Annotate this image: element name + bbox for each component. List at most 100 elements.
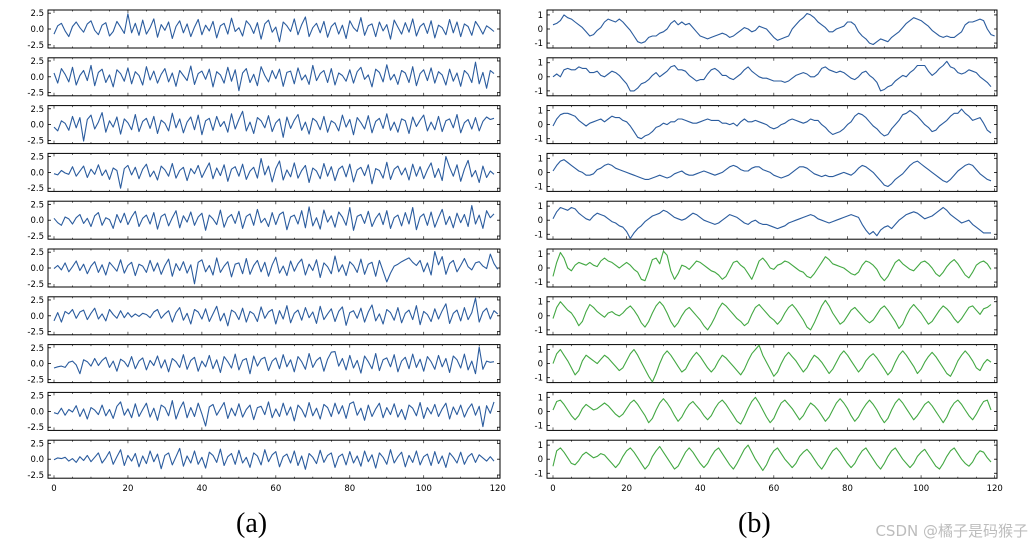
y-tick-label: -2.5: [27, 375, 44, 385]
subplot-frame: [546, 391, 998, 431]
y-tick-label: 0: [538, 360, 543, 370]
series-line: [53, 250, 499, 285]
x-tick-label: 20: [123, 484, 134, 494]
y-tick-label: -1: [535, 135, 543, 145]
series-line: [552, 206, 991, 240]
y-tick-label: 0.0: [30, 73, 44, 83]
series-line: [53, 297, 499, 327]
y-tick-label: 0: [538, 312, 543, 322]
y-tick-label: 2.5: [30, 296, 44, 306]
subplot-frame: [546, 152, 998, 192]
subplot-frame: [546, 296, 998, 336]
y-tick-label: 0.0: [30, 312, 44, 322]
y-tick-label: 0: [538, 216, 543, 226]
subplot-frame: [546, 9, 998, 49]
y-tick-label: 0: [538, 25, 543, 35]
x-tick-label: 80: [344, 484, 355, 494]
y-tick-label: 0.0: [30, 25, 44, 35]
y-tick-label: -2.5: [27, 471, 44, 481]
y-tick-label: -1: [535, 87, 543, 97]
x-tick-label: 60: [270, 484, 281, 494]
subplot-frame: [47, 152, 501, 192]
x-tick-label: 80: [842, 484, 853, 494]
y-tick-label: 2.5: [30, 248, 44, 258]
x-tick-label: 100: [913, 484, 929, 494]
y-tick-label: 1: [538, 107, 543, 117]
y-tick-label: 2.5: [30, 153, 44, 163]
y-tick-label: 1: [538, 11, 543, 21]
subplot-frame: [546, 57, 998, 97]
series-line: [552, 60, 992, 92]
series-line: [53, 156, 495, 189]
x-tick-label: 0: [550, 484, 555, 494]
subplot-frame: [546, 344, 998, 384]
y-tick-label: -1: [535, 278, 543, 288]
y-tick-label: -2.5: [27, 232, 44, 242]
y-tick-label: -2.5: [27, 184, 44, 194]
series-line: [552, 344, 992, 383]
series-line: [53, 400, 495, 428]
x-tick-label: 20: [621, 484, 632, 494]
panel-a-caption: (a): [236, 508, 268, 539]
x-tick-label: 0: [51, 484, 56, 494]
panel-b-caption: (b): [738, 508, 771, 539]
y-tick-label: 1: [538, 393, 543, 403]
y-tick-label: 0.0: [30, 121, 44, 131]
y-tick-label: 2.5: [30, 9, 44, 19]
series-line: [53, 110, 495, 142]
subplot-frame: [546, 105, 998, 145]
y-tick-label: 2.5: [30, 392, 44, 402]
y-tick-label: 2.5: [30, 105, 44, 115]
x-tick-label: 120: [987, 484, 1003, 494]
y-tick-label: 1: [538, 59, 543, 69]
series-line: [53, 447, 495, 470]
x-tick-label: 100: [416, 484, 432, 494]
y-tick-label: 0: [538, 73, 543, 83]
y-tick-label: -2.5: [27, 41, 44, 51]
series-line: [53, 13, 495, 43]
y-tick-label: -2.5: [27, 328, 44, 338]
y-tick-label: 0.0: [30, 455, 44, 465]
y-tick-label: -1: [535, 230, 543, 240]
y-tick-label: 0: [538, 455, 543, 465]
series-line: [552, 159, 992, 188]
y-tick-label: -2.5: [27, 280, 44, 290]
subplot-frame: [546, 200, 998, 240]
subplot-frame: [546, 439, 998, 479]
y-tick-label: 0.0: [30, 407, 44, 417]
y-tick-label: 0: [538, 264, 543, 274]
x-tick-label: 120: [490, 484, 506, 494]
series-line: [552, 12, 995, 46]
y-tick-label: -1: [535, 182, 543, 192]
y-tick-label: 0.0: [30, 168, 44, 178]
watermark-text: CSDN @橘子是码猴子: [875, 522, 1028, 540]
y-tick-label: 1: [538, 346, 543, 356]
y-tick-label: -1: [535, 421, 543, 431]
panel-a: -2.5 0.0 2.5 -2.5 0.0 2.5 -2.5 0.0 2.5 -2.5 0.0 2.5…: [27, 9, 505, 494]
y-tick-label: 0.0: [30, 216, 44, 226]
y-tick-label: 1: [538, 250, 543, 260]
y-tick-label: 2.5: [30, 57, 44, 67]
y-tick-label: 0.0: [30, 360, 44, 370]
y-tick-label: 0.0: [30, 264, 44, 274]
y-tick-label: -2.5: [27, 89, 44, 99]
series-line: [53, 61, 495, 92]
subplot-frame: [546, 248, 998, 288]
series-line: [552, 299, 992, 331]
x-tick-label: 40: [695, 484, 706, 494]
y-tick-label: 2.5: [30, 344, 44, 354]
y-tick-label: -1: [535, 469, 543, 479]
y-tick-label: 1: [538, 154, 543, 164]
y-tick-label: 0: [538, 121, 543, 131]
y-tick-label: 2.5: [30, 200, 44, 210]
y-tick-label: -2.5: [27, 136, 44, 146]
y-tick-label: -2.5: [27, 423, 44, 433]
y-tick-label: 1: [538, 441, 543, 451]
y-tick-label: 1: [538, 298, 543, 308]
y-tick-label: -1: [535, 374, 543, 384]
y-tick-label: 2.5: [30, 439, 44, 449]
y-tick-label: 0: [538, 407, 543, 417]
series-line: [552, 396, 992, 425]
series-line: [552, 444, 992, 472]
